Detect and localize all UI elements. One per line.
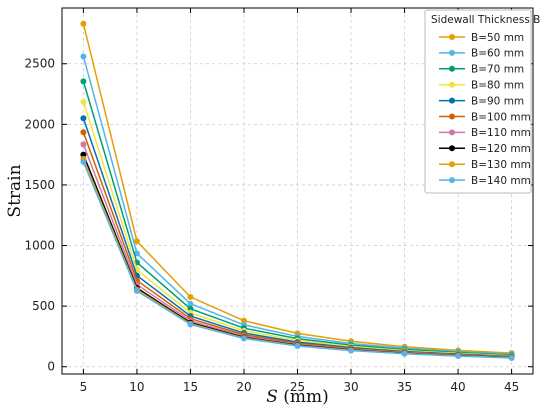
data-point — [240, 335, 247, 342]
legend-item: B=140 mm — [439, 175, 531, 187]
series-layer — [80, 20, 515, 362]
legend-marker — [449, 34, 455, 40]
legend-label: B=100 mm — [471, 111, 531, 123]
data-point — [133, 238, 140, 245]
data-point — [187, 300, 194, 307]
legend-item: B=130 mm — [439, 159, 531, 171]
legend-item: B=70 mm — [439, 64, 524, 76]
data-point — [80, 53, 87, 60]
legend-marker — [449, 113, 455, 120]
data-point — [80, 115, 87, 122]
legend-label: B=70 mm — [471, 64, 524, 76]
legend-label: B=140 mm — [471, 175, 531, 187]
legend-item: B=50 mm — [439, 32, 524, 44]
legend-marker — [449, 97, 455, 104]
legend-item: B=110 mm — [439, 127, 531, 139]
legend-marker — [449, 65, 455, 72]
x-tick-label: 45 — [504, 380, 519, 394]
x-tick-label: 30 — [343, 380, 358, 394]
legend-marker — [449, 145, 455, 152]
legend-label: B=130 mm — [471, 159, 531, 171]
data-point — [187, 294, 194, 301]
data-point — [187, 321, 194, 328]
legend-title: Sidewall Thickness B — [431, 14, 540, 26]
data-point — [80, 78, 87, 85]
y-axis-title: Strain — [5, 164, 25, 217]
legend-label: B=50 mm — [471, 32, 524, 44]
x-tick-label: 15 — [183, 380, 198, 394]
data-point — [240, 317, 247, 324]
data-point — [80, 141, 87, 148]
data-point — [80, 158, 87, 165]
data-point — [80, 20, 87, 27]
axis-ticks: 5 10 15 20 25 30 35 40 45 0 500 1000 1500 2000 2500 — [24, 8, 533, 394]
x-tick-label: 10 — [129, 380, 144, 394]
legend-marker — [449, 49, 455, 56]
data-point — [80, 98, 87, 105]
x-axis-title: S (mm) — [266, 387, 329, 407]
data-point — [455, 353, 462, 360]
data-point — [294, 343, 301, 350]
data-point — [401, 350, 408, 357]
x-tick-label: 20 — [236, 380, 251, 394]
legend-marker — [449, 161, 455, 168]
legend-item: B=120 mm — [439, 143, 531, 155]
y-tick-label: 0 — [47, 360, 55, 374]
legend-label: B=110 mm — [471, 127, 531, 139]
legend-label: B=90 mm — [471, 95, 524, 107]
y-tick-label: 500 — [32, 299, 55, 313]
legend-item: B=60 mm — [439, 48, 524, 60]
legend-item: B=100 mm — [439, 111, 531, 123]
data-point — [348, 347, 355, 354]
x-axis-variable: S — [266, 387, 278, 407]
legend-item: B=80 mm — [439, 80, 524, 92]
data-point — [508, 355, 515, 362]
legend-marker — [449, 177, 455, 184]
legend: Sidewall Thickness B B=50 mm B=60 mm B=70 … — [424, 9, 540, 194]
legend-label: B=80 mm — [471, 80, 524, 92]
data-point — [133, 287, 140, 294]
legend-marker — [449, 129, 455, 136]
legend-item: B=90 mm — [439, 95, 524, 107]
y-tick-label: 2500 — [24, 57, 55, 71]
data-point — [80, 129, 87, 136]
series-b-140-mm — [80, 158, 515, 362]
legend-label: B=60 mm — [471, 48, 524, 60]
x-tick-label: 40 — [450, 380, 465, 394]
data-point — [80, 151, 87, 158]
x-tick-label: 5 — [80, 380, 88, 394]
y-tick-label: 1500 — [24, 178, 55, 192]
legend-label: B=120 mm — [471, 143, 531, 155]
y-tick-label: 1000 — [24, 239, 55, 253]
x-axis-unit: (mm) — [278, 387, 329, 407]
x-tick-label: 35 — [397, 380, 412, 394]
y-tick-label: 2000 — [24, 117, 55, 131]
x-tick-label: 25 — [290, 380, 305, 394]
legend-marker — [449, 81, 455, 88]
